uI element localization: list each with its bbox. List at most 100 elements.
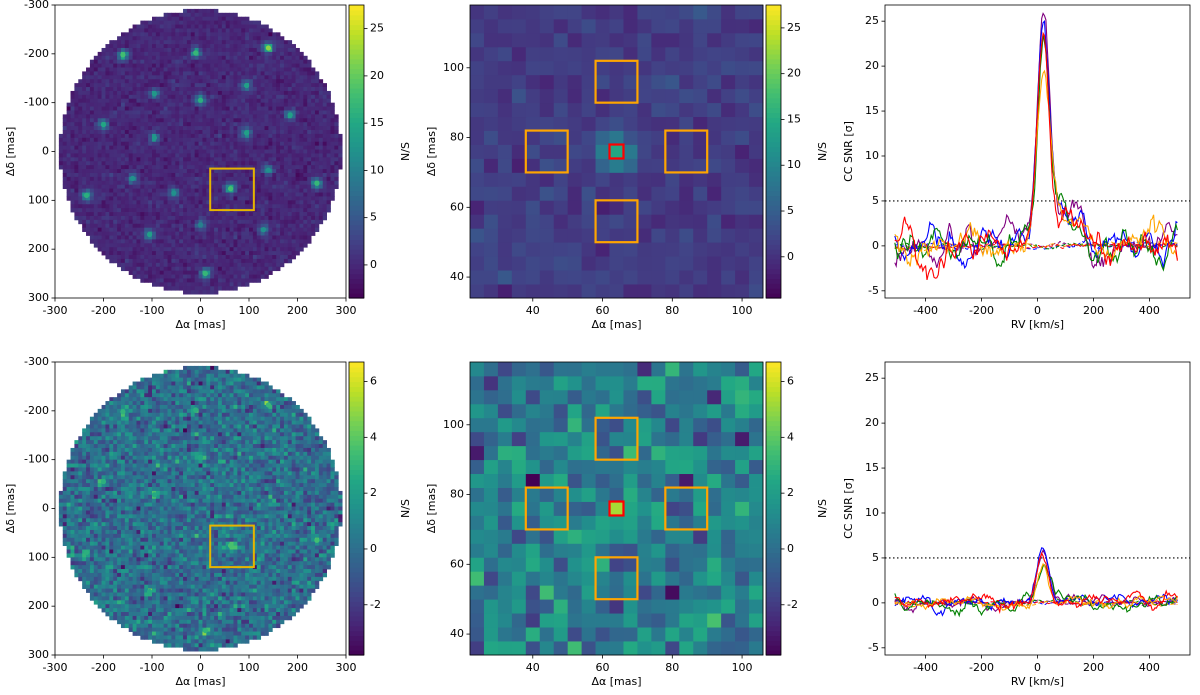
map-pixel	[221, 215, 227, 221]
map-pixel	[679, 60, 694, 76]
map-pixel	[665, 5, 680, 20]
map-pixel	[272, 227, 277, 232]
map-pixel	[132, 51, 137, 57]
map-pixel	[623, 32, 638, 48]
map-pixel	[311, 149, 316, 154]
map-pixel	[163, 137, 168, 143]
map-pixel	[155, 114, 161, 119]
map-pixel	[256, 137, 262, 143]
map-pixel	[198, 12, 203, 18]
map-pixel	[144, 94, 149, 100]
map-pixel	[287, 258, 293, 264]
source-peak	[193, 50, 199, 56]
map-pixel	[483, 46, 499, 62]
map-pixel	[136, 145, 141, 150]
map-pixel	[225, 200, 230, 205]
map-pixel	[206, 98, 211, 104]
map-pixel	[140, 145, 145, 150]
source-peak	[120, 52, 126, 58]
map-pixel	[735, 200, 750, 215]
map-pixel	[303, 133, 308, 139]
map-pixel	[483, 144, 499, 159]
map-pixel	[287, 55, 293, 61]
map-pixel	[206, 274, 211, 279]
map-pixel	[252, 71, 258, 76]
map-pixel	[256, 20, 262, 25]
map-pixel	[735, 74, 750, 90]
map-pixel	[264, 172, 269, 178]
map-pixel	[120, 219, 126, 225]
map-pixel	[256, 106, 262, 111]
map-pixel	[581, 32, 596, 48]
map-pixel	[120, 110, 126, 115]
map-pixel	[198, 235, 203, 240]
map-pixel	[233, 262, 238, 268]
map-pixel	[206, 251, 211, 256]
map-pixel	[128, 227, 133, 232]
map-pixel	[217, 266, 223, 272]
map-pixel	[140, 219, 145, 225]
map-pixel	[132, 79, 137, 84]
map-pixel	[117, 180, 122, 186]
map-pixel	[186, 47, 192, 53]
map-pixel	[120, 126, 126, 131]
map-pixel	[155, 231, 161, 236]
map-pixel	[148, 20, 153, 25]
map-pixel	[206, 270, 211, 275]
map-pixel	[155, 153, 161, 158]
map-pixel	[167, 270, 172, 275]
map-pixel	[581, 5, 596, 20]
map-pixel	[264, 215, 269, 221]
colorbar-gradient-step	[766, 58, 781, 65]
map-pixel	[264, 208, 269, 213]
map-pixel	[93, 98, 99, 104]
map-pixel	[74, 176, 79, 182]
map-pixel	[93, 118, 99, 123]
map-pixel	[93, 157, 99, 162]
map-pixel	[264, 141, 269, 147]
source-peak	[243, 82, 250, 89]
map-pixel	[303, 215, 308, 221]
map-pixel	[623, 228, 638, 243]
map-pixel	[101, 200, 106, 205]
map-pixel	[132, 67, 137, 72]
map-pixel	[148, 239, 153, 244]
map-pixel	[210, 196, 215, 201]
map-pixel	[291, 180, 296, 186]
map-pixel	[74, 165, 79, 170]
map-pixel	[241, 235, 246, 240]
map-pixel	[144, 227, 149, 232]
map-pixel	[93, 67, 99, 72]
map-pixel	[295, 145, 300, 150]
map-pixel	[175, 258, 180, 264]
map-pixel	[109, 165, 114, 170]
map-pixel	[256, 47, 262, 53]
map-pixel	[163, 231, 168, 236]
map-pixel	[171, 83, 176, 88]
map-pixel	[260, 87, 265, 92]
map-pixel	[326, 94, 331, 100]
map-pixel	[155, 377, 161, 382]
map-pixel	[183, 157, 188, 162]
map-pixel	[322, 118, 327, 123]
map-pixel	[163, 196, 168, 201]
map-pixel	[609, 46, 624, 62]
map-pixel	[198, 262, 203, 268]
map-pixel	[171, 130, 176, 135]
map-pixel	[241, 126, 246, 131]
map-pixel	[190, 369, 196, 375]
map-pixel	[183, 28, 188, 33]
map-pixel	[117, 219, 122, 225]
map-pixel	[299, 200, 304, 205]
map-pixel	[311, 153, 316, 158]
map-pixel	[291, 247, 296, 252]
map-pixel	[217, 79, 223, 84]
map-pixel	[210, 83, 215, 88]
map-pixel	[105, 63, 110, 68]
map-pixel	[171, 75, 176, 80]
map-pixel	[78, 83, 83, 88]
map-pixel	[117, 130, 122, 135]
map-pixel	[214, 153, 219, 158]
map-pixel	[679, 200, 694, 215]
